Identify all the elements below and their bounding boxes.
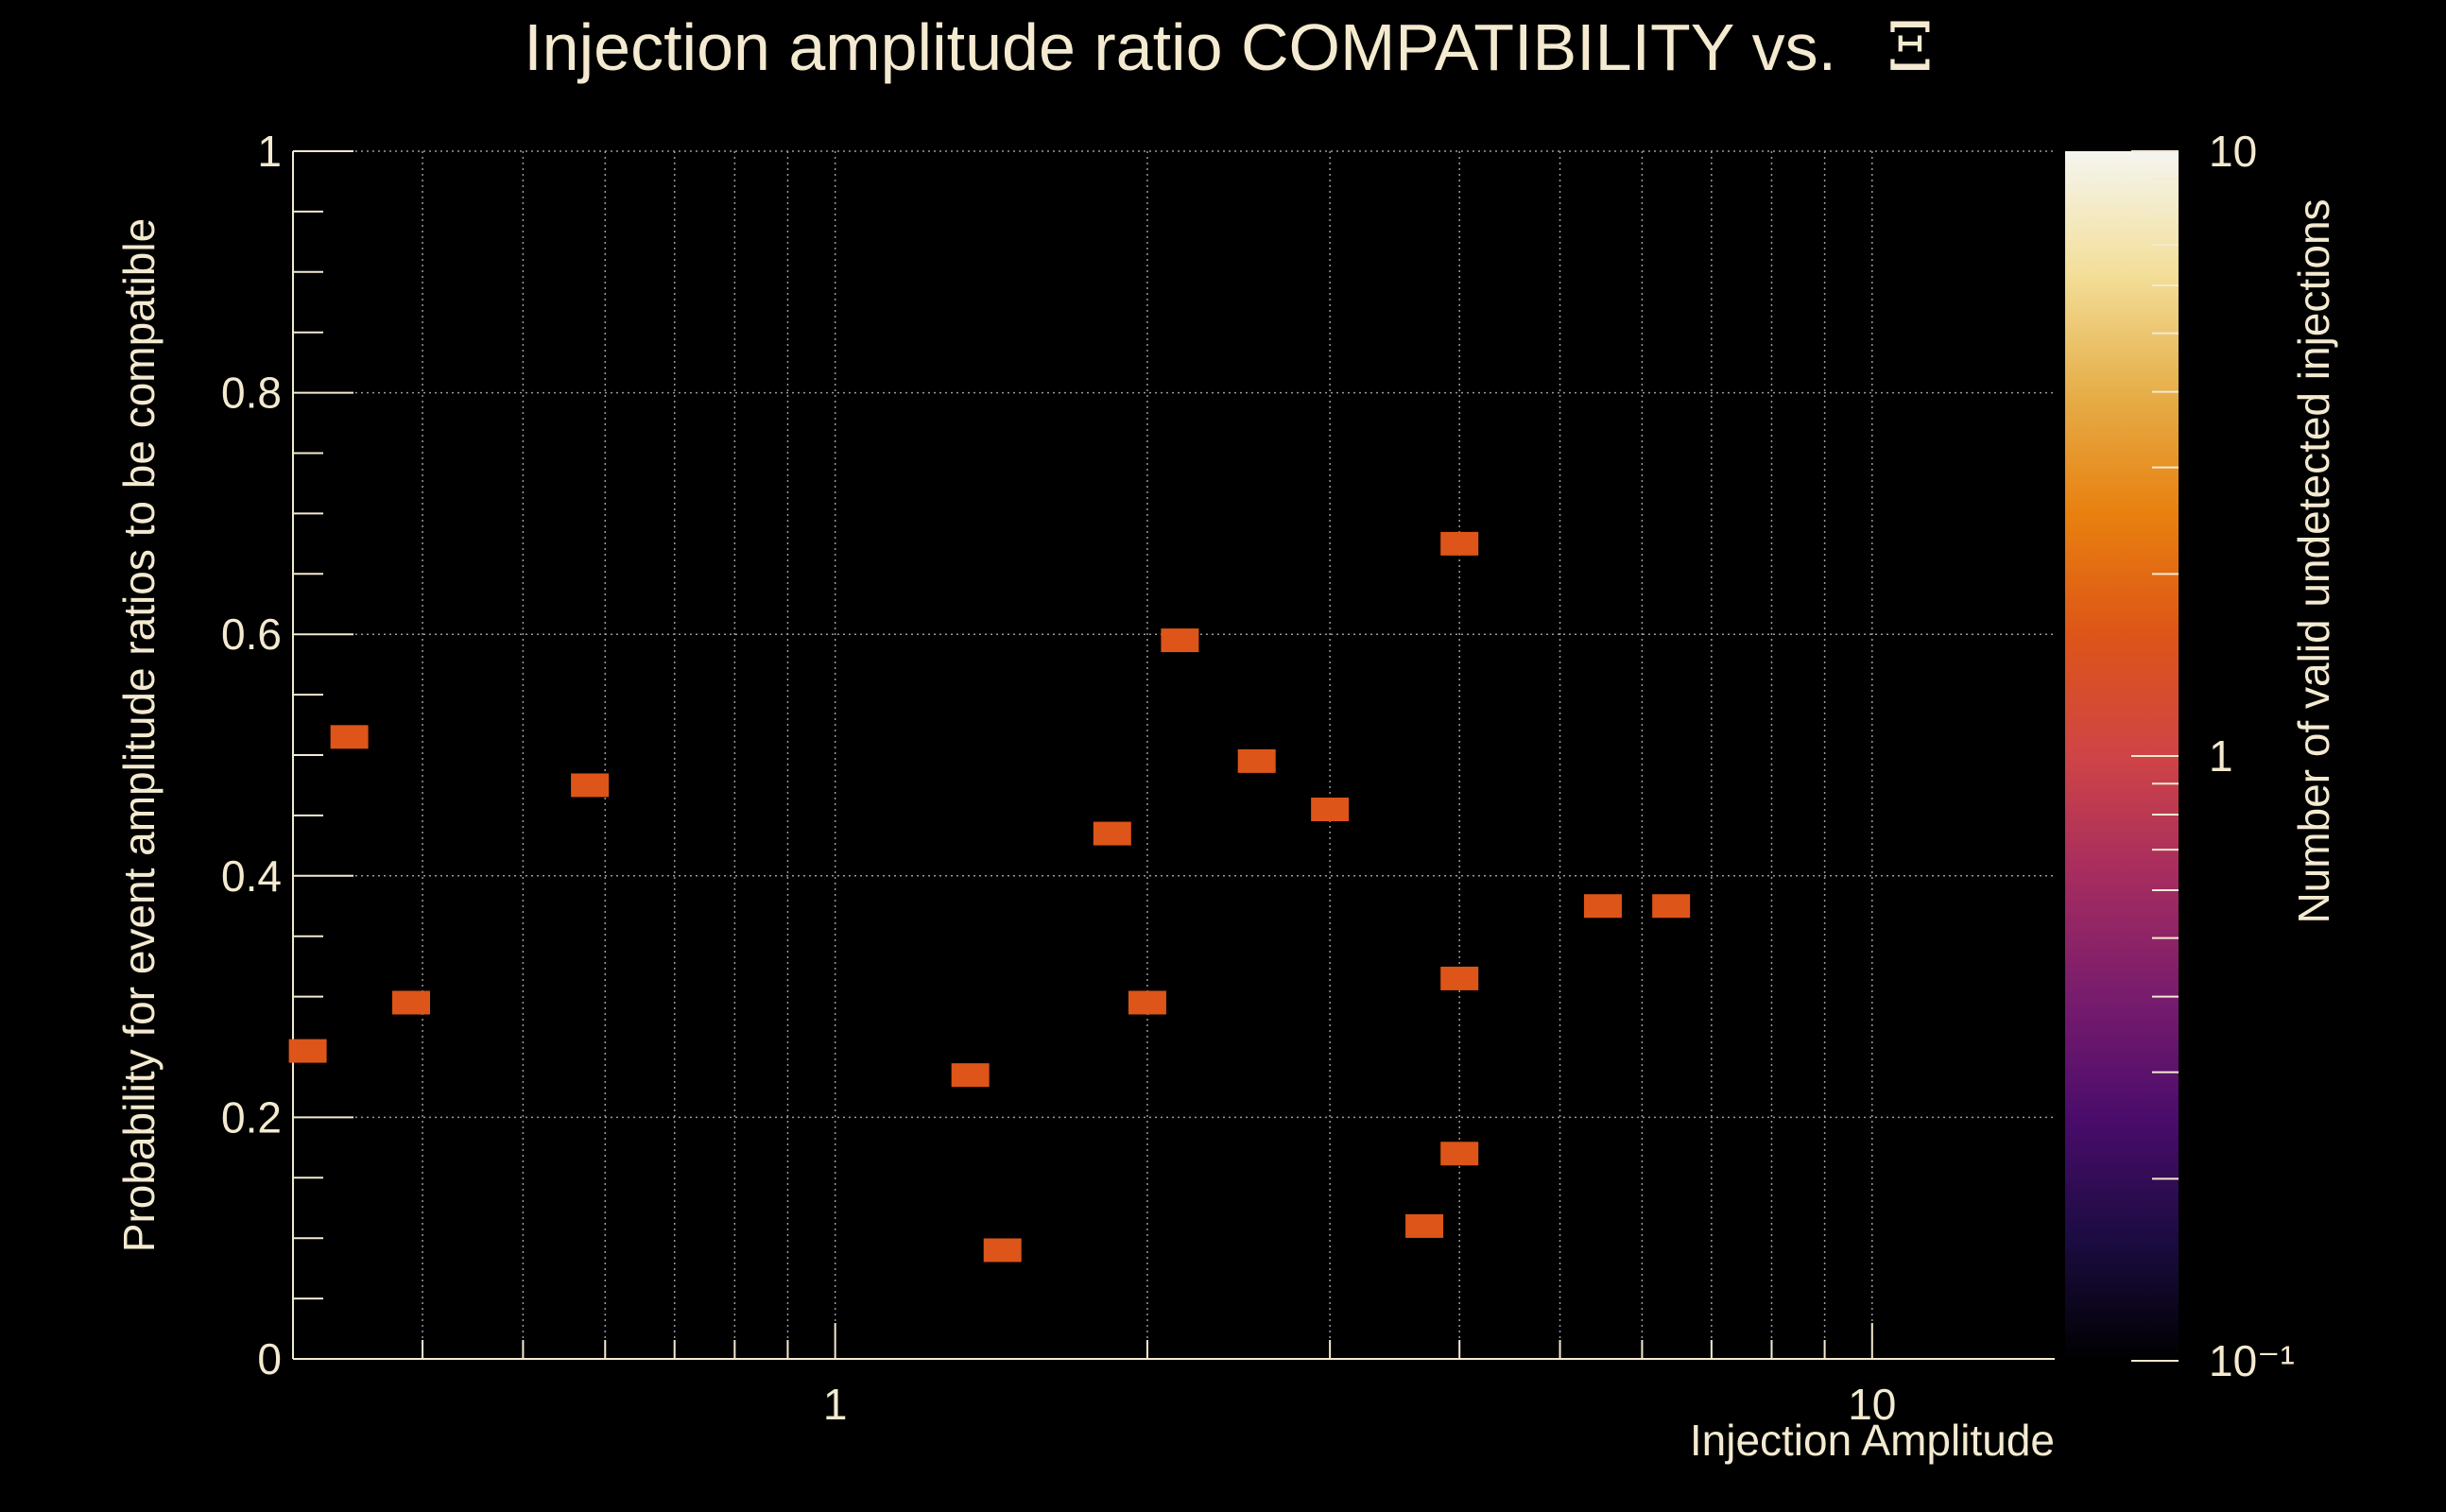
grid-layer <box>292 150 2055 1360</box>
heatmap-bin <box>1440 531 1479 556</box>
chart-title: Injection amplitude ratio COMPATIBILITY … <box>524 9 1934 86</box>
heatmap-bin <box>1093 821 1131 846</box>
heatmap-bin <box>1440 966 1479 990</box>
y-tick-label: 0.8 <box>221 369 282 418</box>
heatmap-bin <box>288 1039 327 1063</box>
colorbar-tick-label: 10 <box>2209 127 2257 176</box>
heatmap-bin <box>1652 894 1691 919</box>
heatmap-bin <box>1311 798 1350 822</box>
heatmap-bin <box>1237 748 1276 773</box>
x-axis-label: Injection Amplitude <box>1690 1416 2055 1465</box>
heatmap-bin <box>1161 628 1199 653</box>
heatmap-bin <box>951 1063 990 1088</box>
x-tick-label: 10 <box>1848 1380 1896 1429</box>
x-tick-label: 1 <box>823 1380 848 1429</box>
heatmap-bin <box>1128 990 1166 1015</box>
heatmap-bin <box>1583 894 1622 919</box>
heatmap-bin <box>571 773 610 798</box>
heatmap-bins <box>288 531 1691 1263</box>
y-tick-label: 0.6 <box>221 610 282 659</box>
heatmap-bin <box>392 990 431 1015</box>
heatmap-bin <box>1405 1213 1444 1238</box>
y-tick-label: 0.4 <box>221 851 282 901</box>
colorbar-ticks: 10 1 10⁻¹ <box>2131 127 2295 1385</box>
y-axis-label: Probability for event amplitude ratios t… <box>114 218 164 1252</box>
heatmap-bin <box>1440 1142 1479 1166</box>
colorbar-tick-label: 10⁻¹ <box>2209 1336 2295 1385</box>
chart-title-text: Injection amplitude ratio COMPATIBILITY … <box>524 10 1836 84</box>
y-tick-label: 0 <box>257 1334 282 1383</box>
y-tick-label: 1 <box>257 127 282 176</box>
heatmap-bin <box>983 1238 1022 1263</box>
heatmap-bin <box>330 725 369 749</box>
colorbar-tick-label: 1 <box>2209 731 2233 781</box>
chart-title-symbol: Ξ <box>1887 9 1934 86</box>
y-tick-label: 0.2 <box>221 1092 282 1142</box>
axes-layer: 0 0.2 0.4 0.6 0.8 1 1 10 <box>221 127 2055 1429</box>
colorbar-label: Number of valid undetected injections <box>2289 198 2338 923</box>
